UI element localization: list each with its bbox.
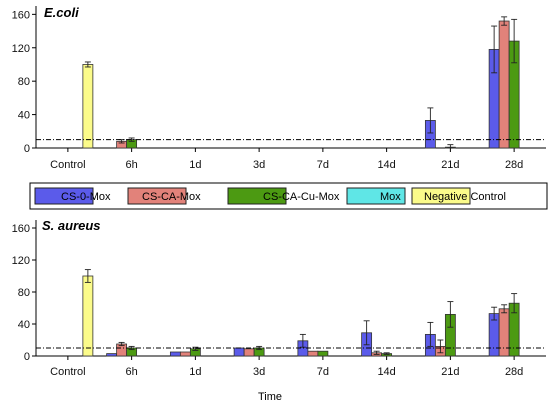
legend-label-cs-0-mox: CS-0-Mox [61, 191, 111, 203]
error-bar-cs-ca-mox-28d [501, 304, 508, 314]
legend-item-negative-control: Negative Control [411, 187, 506, 205]
y-tick-group: 0 40 80 120 160 [12, 9, 36, 155]
x-tick-label-14d: 14d [377, 366, 395, 378]
error-bar-negative-control-control [84, 61, 91, 68]
error-bar-cs-ca-cu-mox-6h [128, 345, 135, 351]
legend-item-cs-ca-mox: CS-CA-Mox [127, 187, 201, 205]
y-tick-label: 120 [12, 43, 30, 55]
x-tick-label-control: Control [50, 366, 85, 378]
error-bar-cs-ca-cu-mox-21d [447, 301, 454, 328]
x-tick-label-6h: 6h [126, 159, 138, 171]
x-axis-label: Time [258, 391, 282, 403]
bar-cs-ca-mox-3d [243, 348, 255, 357]
error-bar-cs-0-mox-7d [299, 333, 306, 348]
x-tick-label-7d: 7d [317, 159, 329, 171]
error-bar-cs-ca-cu-mox-28d [511, 18, 518, 64]
x-tick-label-1d: 1d [189, 159, 201, 171]
y-tick-label: 40 [18, 319, 30, 331]
bar-cs-ca-mox-7d [307, 350, 319, 357]
error-bar-cs-ca-mox-21d [437, 339, 444, 354]
y-tick-label: 120 [12, 255, 30, 267]
legend-label-cs-ca-cu-mox: CS-CA-Cu-Mox [263, 191, 340, 203]
legend-label-cs-ca-mox: CS-CA-Mox [142, 191, 201, 203]
x-tick-label-7d: 7d [317, 366, 329, 378]
x-tick-label-1d: 1d [189, 366, 201, 378]
bar-cs-ca-mox-28d [498, 308, 510, 357]
error-bar-cs-ca-mox-14d [373, 350, 380, 355]
bar-group [82, 269, 520, 357]
legend-label-negative-control: Negative Control [424, 191, 506, 203]
legend-item-cs-ca-cu-mox: CS-CA-Cu-Mox [227, 187, 340, 205]
y-tick-group: 0 40 80 120 160 [12, 223, 36, 363]
bar-cs-ca-mox-28d [498, 20, 510, 149]
x-tick-label-3d: 3d [253, 366, 265, 378]
legend-swatch-cs-0-mox [34, 187, 94, 205]
x-tick-label-28d: 28d [505, 366, 523, 378]
error-bar-cs-ca-cu-mox-6h [128, 137, 135, 142]
error-bar-negative-control-control [84, 269, 91, 283]
ecoli-panel-title: E.coli [44, 5, 79, 20]
bar-cs-0-mox-3d [233, 347, 245, 357]
bar-cs-ca-mox-1d [179, 351, 191, 357]
x-tick-group: Control 6h 1d 3d 7d 14d 21d 28d [50, 148, 523, 171]
bar-cs-0-mox-1d [169, 351, 181, 357]
error-bar-cs-ca-cu-mox-21d [447, 144, 454, 149]
legend-item-mox: Mox [346, 187, 406, 205]
error-bar-cs-ca-mox-6h [118, 341, 125, 347]
legend-swatch-negative-control [411, 187, 471, 205]
legend-swatch-mox [346, 187, 406, 205]
x-tick-label-control: Control [50, 159, 85, 171]
y-tick-label: 160 [12, 223, 30, 235]
saureus-panel-title: S. aureus [42, 218, 101, 233]
bar-group [82, 16, 520, 149]
bar-negative-control-control [82, 64, 94, 149]
bar-negative-control-control [82, 275, 94, 357]
error-bar-cs-ca-cu-mox-1d [192, 346, 199, 351]
saureus-panel: S. aureus 0 40 80 120 160 Control 6h 1d 3d 7d 14d… [12, 218, 546, 403]
x-tick-label-3d: 3d [253, 159, 265, 171]
legend-item-cs-0-mox: CS-0-Mox [34, 187, 111, 205]
x-tick-label-21d: 21d [441, 159, 459, 171]
error-bar-cs-ca-cu-mox-14d [383, 352, 390, 355]
x-tick-label-6h: 6h [126, 366, 138, 378]
y-tick-label: 160 [12, 9, 30, 21]
legend-swatch-cs-ca-mox [127, 187, 187, 205]
bar-cs-ca-cu-mox-7d [317, 350, 329, 357]
x-tick-label-14d: 14d [377, 159, 395, 171]
y-tick-label: 0 [24, 351, 30, 363]
y-tick-label: 0 [24, 143, 30, 155]
legend-swatch-cs-ca-cu-mox [227, 187, 287, 205]
legend-label-mox: Mox [380, 191, 401, 203]
y-tick-label: 80 [18, 287, 30, 299]
error-bar-cs-ca-cu-mox-28d [511, 293, 518, 314]
y-tick-label: 80 [18, 76, 30, 88]
error-bar-cs-ca-mox-28d [501, 16, 508, 26]
ecoli-panel: E.coli 0 40 80 120 160 Control 6h 1d 3d 7d 14d 21d… [12, 5, 546, 171]
error-bar-cs-0-mox-21d [427, 107, 434, 134]
x-tick-label-28d: 28d [505, 159, 523, 171]
x-tick-label-21d: 21d [441, 366, 459, 378]
bar-cs-0-mox-6h [106, 353, 118, 357]
error-bar-cs-0-mox-28d [491, 25, 498, 74]
error-bar-cs-0-mox-28d [491, 306, 498, 321]
error-bar-cs-0-mox-21d [427, 321, 434, 347]
y-tick-label: 40 [18, 110, 30, 122]
x-tick-group: Control 6h 1d 3d 7d 14d 21d 28d [50, 356, 523, 378]
error-bar-cs-0-mox-14d [363, 320, 370, 346]
legend: CS-0-Mox CS-CA-Mox CS-CA-Cu-Mox Mox Nega… [29, 182, 548, 210]
